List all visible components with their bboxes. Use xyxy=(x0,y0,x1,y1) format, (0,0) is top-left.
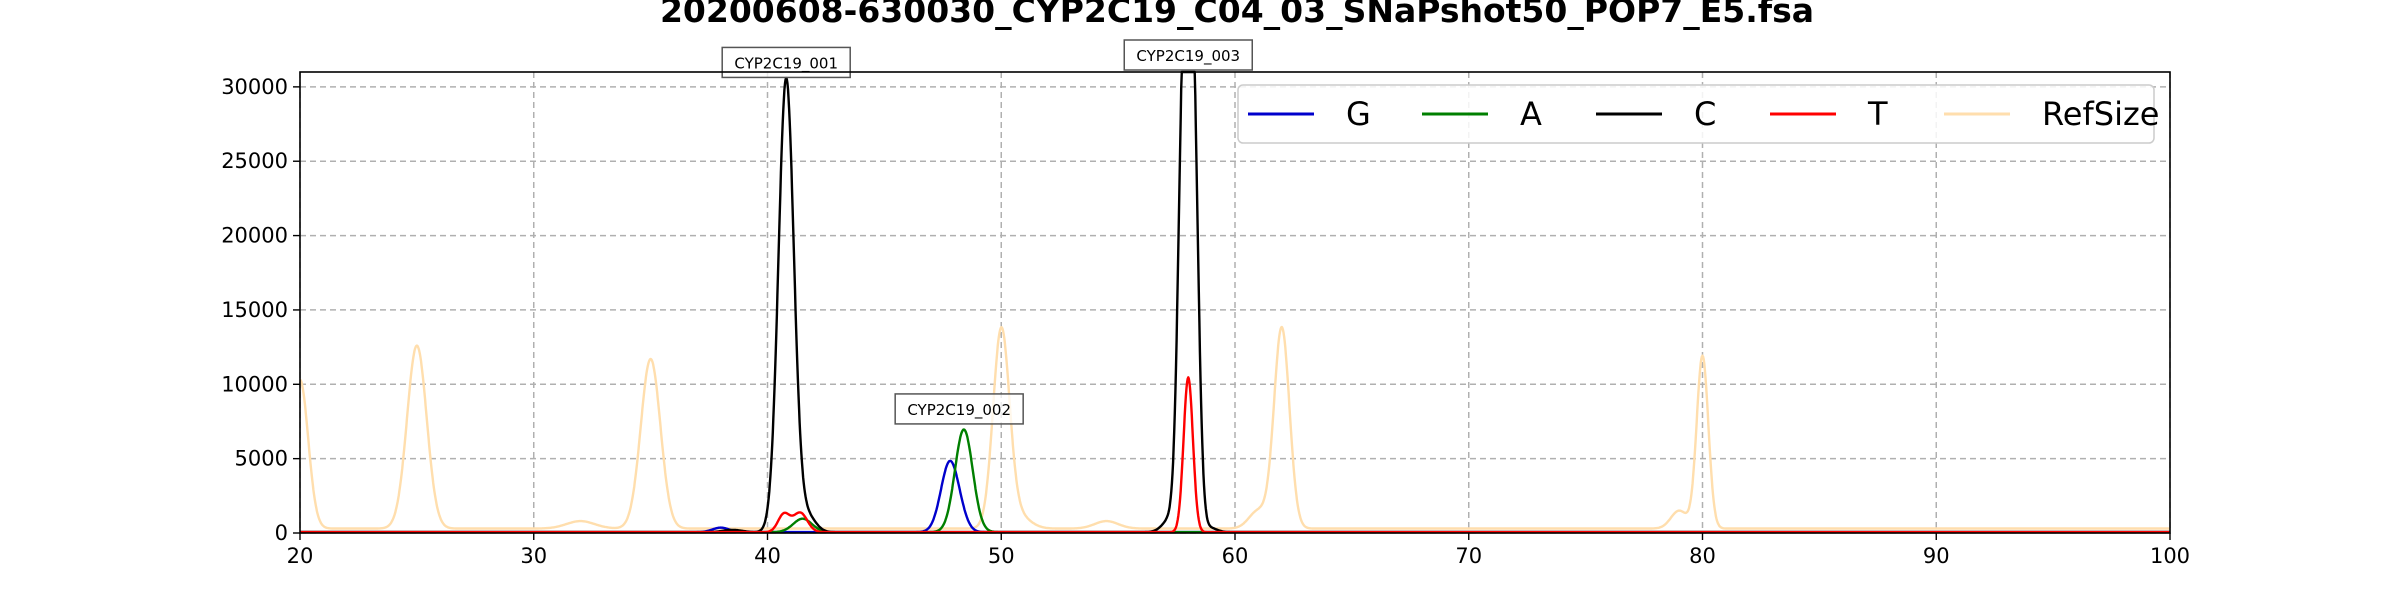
x-tick-label: 20 xyxy=(287,544,314,568)
legend-label: RefSize xyxy=(2042,95,2159,133)
x-tick-label: 60 xyxy=(1222,544,1249,568)
series-line-refsize xyxy=(299,325,2171,530)
peak-annotation: CYP2C19_001 xyxy=(721,46,851,79)
plot-frame xyxy=(299,71,2171,534)
annotation-label: CYP2C19_001 xyxy=(734,54,838,73)
y-tick-label: 0 xyxy=(275,521,288,545)
x-tick-label: 50 xyxy=(988,544,1015,568)
legend-label: C xyxy=(1694,95,1716,133)
annotation-label: CYP2C19_002 xyxy=(907,401,1011,420)
x-tick-label: 30 xyxy=(520,544,547,568)
y-tick-label: 15000 xyxy=(221,298,288,322)
legend: G A C T RefSize xyxy=(1237,84,2159,144)
legend-label: A xyxy=(1520,95,1542,133)
series-layer xyxy=(299,70,2171,534)
y-tick-label: 30000 xyxy=(221,75,288,99)
y-tick-label: 20000 xyxy=(221,224,288,248)
legend-item-refsize: RefSize xyxy=(1944,95,2159,133)
series-line-t xyxy=(299,376,2171,534)
legend-label: T xyxy=(1867,95,1888,133)
peak-annotation: CYP2C19_003 xyxy=(1123,39,1253,71)
tick-layer: 20 30 40 50 60 70 80 90 100 0 5000 10000 15000 20000 2… xyxy=(221,75,2190,568)
x-tick-label: 100 xyxy=(2150,544,2190,568)
y-tick-label: 5000 xyxy=(235,447,288,471)
x-tick-label: 90 xyxy=(1923,544,1950,568)
legend-box xyxy=(1237,84,2155,144)
peak-annotation: CYP2C19_002 xyxy=(894,393,1024,425)
legend-item-g: G xyxy=(1248,95,1371,133)
x-tick-label: 70 xyxy=(1455,544,1482,568)
annotation-box xyxy=(1123,39,1253,71)
y-tick-label: 10000 xyxy=(221,372,288,396)
annotation-label: CYP2C19_003 xyxy=(1136,47,1240,66)
legend-item-t: T xyxy=(1770,95,1888,133)
annotation-layer: CYP2C19_001 CYP2C19_002 CYP2C19_003 xyxy=(721,39,1253,425)
annotation-box xyxy=(894,393,1024,425)
legend-item-a: A xyxy=(1422,95,1542,133)
legend-label: G xyxy=(1346,95,1371,133)
chart-title: 20200608-630030_CYP2C19_C04_03_SNaPshot5… xyxy=(660,0,1814,30)
y-tick-label: 25000 xyxy=(221,149,288,173)
x-tick-label: 80 xyxy=(1689,544,1716,568)
legend-item-c: C xyxy=(1596,95,1716,133)
x-tick-label: 40 xyxy=(754,544,781,568)
